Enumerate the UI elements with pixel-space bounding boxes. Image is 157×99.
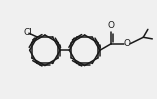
Text: O: O [108, 21, 115, 30]
Text: Cl: Cl [24, 28, 33, 37]
Text: O: O [124, 39, 130, 48]
